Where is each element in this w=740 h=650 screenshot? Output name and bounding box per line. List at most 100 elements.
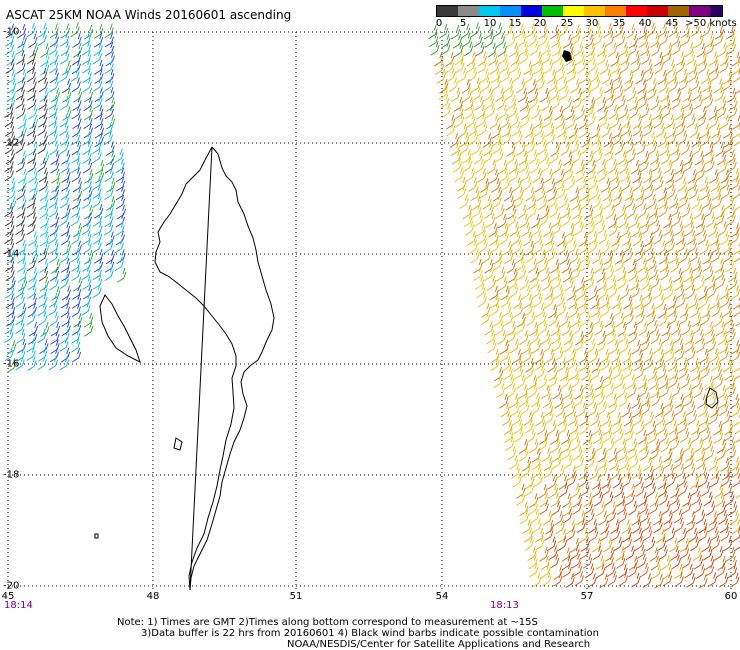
- wind-barb: [715, 87, 725, 102]
- wind-barb: [488, 222, 498, 238]
- wind-barb: [547, 303, 558, 319]
- wind-barb: [500, 293, 510, 308]
- wind-barb: [115, 194, 126, 210]
- wind-barb: [634, 364, 645, 380]
- wind-barb: [475, 275, 485, 290]
- wind-barb: [543, 456, 553, 472]
- wind-barb: [549, 553, 560, 569]
- wind-barb: [515, 249, 525, 264]
- wind-barb: [716, 562, 726, 578]
- wind-barb: [587, 58, 597, 74]
- wind-barb: [525, 248, 535, 264]
- wind-barb: [647, 256, 657, 272]
- wind-barb: [84, 249, 94, 265]
- wind-barb: [720, 114, 730, 129]
- wind-barb: [584, 384, 594, 399]
- wind-barb: [61, 60, 72, 76]
- wind-barb: [28, 231, 38, 247]
- wind-barb: [512, 67, 522, 83]
- wind-barb: [558, 76, 568, 92]
- wind-barb: [484, 33, 495, 48]
- wind-barb: [538, 374, 548, 390]
- wind-barb: [569, 303, 579, 318]
- wind-barb: [665, 410, 676, 426]
- wind-barb: [546, 536, 557, 552]
- wind-barb: [649, 547, 659, 562]
- wind-barb: [685, 517, 696, 533]
- wind-barb: [657, 475, 667, 490]
- wind-barb: [105, 231, 115, 247]
- wind-barb: [628, 40, 638, 56]
- legend-swatch: [437, 6, 458, 16]
- wind-barb: [476, 221, 486, 237]
- wind-barb: [531, 104, 541, 120]
- wind-barb: [526, 23, 536, 38]
- wind-barb: [583, 328, 594, 344]
- wind-barb: [92, 175, 102, 191]
- wind-barb: [539, 499, 549, 515]
- wind-barb: [7, 357, 17, 373]
- wind-barb: [548, 373, 558, 389]
- wind-barb: [732, 184, 740, 200]
- wind-barb: [659, 258, 669, 273]
- wind-barb: [627, 383, 637, 398]
- wind-barb: [26, 49, 37, 65]
- wind-barb: [665, 59, 676, 75]
- wind-barb: [546, 178, 556, 193]
- wind-barb: [585, 563, 595, 579]
- wind-barb: [509, 222, 520, 237]
- wind-barb: [580, 139, 591, 155]
- wind-barb: [608, 447, 618, 463]
- wind-barb: [618, 42, 628, 57]
- wind-barb: [49, 311, 59, 327]
- wind-barb: [485, 103, 496, 119]
- wind-barb: [579, 528, 589, 544]
- wind-barb: [675, 113, 686, 129]
- wind-barb: [27, 85, 37, 101]
- wind-barb: [5, 266, 15, 282]
- wind-barb: [568, 130, 578, 146]
- wind-barb: [575, 276, 586, 292]
- wind-barb: [610, 113, 620, 129]
- wind-barb: [570, 373, 580, 389]
- wind-barb: [4, 319, 15, 335]
- wind-barb: [675, 284, 685, 300]
- wind-barb: [686, 401, 696, 416]
- wind-barb: [529, 321, 539, 337]
- wind-barb: [624, 427, 634, 443]
- wind-barb: [612, 193, 623, 208]
- wind-barb: [498, 104, 508, 120]
- wind-barb: [549, 24, 560, 40]
- wind-barb: [37, 31, 47, 47]
- wind-barb: [671, 320, 681, 336]
- wind-barb: [682, 320, 692, 336]
- wind-barb: [506, 211, 517, 227]
- wind-barb: [492, 139, 502, 155]
- wind-barb: [709, 526, 719, 542]
- wind-barb: [574, 41, 584, 57]
- wind-barb: [538, 148, 549, 164]
- wind-barb: [94, 159, 105, 175]
- wind-barb: [495, 383, 506, 399]
- wind-barb: [15, 319, 25, 334]
- wind-barb: [679, 248, 689, 264]
- wind-barb: [82, 68, 92, 84]
- wind-barb: [651, 220, 661, 236]
- legend-label-20: 20: [533, 18, 547, 29]
- wind-barb: [575, 167, 586, 183]
- wind-barb: [612, 364, 622, 380]
- wind-barb: [502, 302, 512, 317]
- wind-barb: [529, 329, 540, 345]
- wind-barb: [92, 49, 102, 65]
- wind-barb: [499, 393, 509, 409]
- wind-barb: [519, 49, 529, 65]
- wind-barb: [693, 438, 704, 453]
- wind-barb: [647, 420, 657, 436]
- wind-barb: [60, 248, 70, 263]
- wind-barb: [654, 573, 664, 589]
- wind-barb: [82, 149, 92, 164]
- wind-barb: [544, 293, 555, 309]
- wind-barb: [693, 94, 703, 110]
- wind-barb: [555, 176, 565, 191]
- wind-barb: [635, 420, 645, 435]
